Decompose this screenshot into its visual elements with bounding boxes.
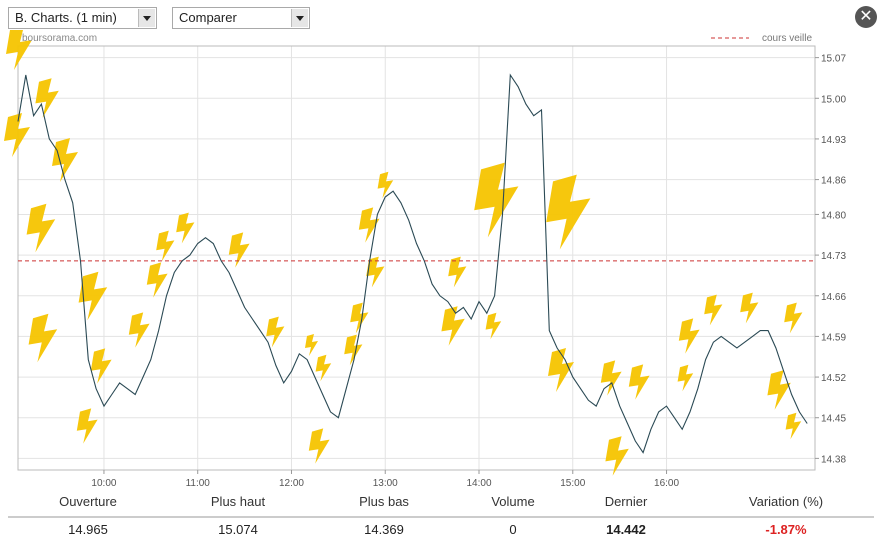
stat-label: Dernier	[604, 494, 648, 509]
x-tick-label: 11:00	[186, 478, 211, 489]
chevron-down-icon[interactable]	[138, 9, 155, 27]
x-tick-label: 12:00	[279, 478, 304, 489]
lightning-bolt-icon	[628, 364, 650, 400]
lightning-bolt-icon	[358, 207, 380, 243]
lightning-bolt-icon	[146, 262, 168, 298]
chevron-down-icon[interactable]	[291, 9, 308, 27]
lightning-bolt-icon	[228, 232, 250, 268]
x-tick-label: 16:00	[654, 478, 679, 489]
lightning-bolt-icon	[4, 113, 30, 157]
stats-labels-row: Ouverture Plus haut Plus bas Volume Dernier V…	[8, 494, 874, 516]
stat-value: 14.442	[606, 522, 646, 537]
lightning-bolt-icon	[366, 256, 385, 288]
y-tick-label: 15.07	[821, 54, 846, 65]
lightning-bolt-icon	[266, 316, 285, 348]
lightning-bolt-icon	[308, 428, 330, 464]
lightning-bolt-icon	[784, 302, 803, 334]
y-axis-ticks: 15.07 15.00 14.93 14.86 14.80 14.73 14.66 14.59…	[815, 54, 846, 465]
y-tick-label: 15.00	[821, 94, 846, 105]
stat-label: Ouverture	[59, 494, 117, 509]
lightning-bolt-icon	[678, 318, 700, 354]
lightning-bolt-icon	[76, 408, 98, 444]
lightning-bolt-icon	[78, 271, 108, 321]
lightning-bolt-icon	[546, 174, 591, 250]
lightning-bolt-icon	[350, 302, 369, 334]
lightning-bolt-icon	[605, 436, 629, 476]
x-tick-label: 15:00	[560, 478, 585, 489]
lightning-bolt-icon	[548, 348, 574, 392]
lightning-bolt-icon	[441, 306, 465, 346]
lightning-bolt-icon	[740, 292, 759, 324]
stat-label: Plus bas	[359, 494, 409, 509]
y-tick-label: 14.93	[821, 135, 846, 146]
stat-value: -1.87%	[765, 522, 807, 537]
lightning-bolt-icon	[156, 230, 175, 262]
lightning-bolt-icon	[26, 203, 56, 253]
y-tick-label: 14.52	[821, 373, 846, 384]
lightning-bolt-icon	[704, 294, 723, 326]
lightning-bolt-icon	[315, 354, 332, 382]
y-tick-label: 14.38	[821, 454, 846, 465]
y-tick-label: 14.45	[821, 414, 846, 425]
lightning-bolt-icon	[128, 312, 150, 348]
stat-value: 0	[509, 522, 517, 537]
stat-value: 15.074	[218, 522, 258, 537]
y-tick-label: 14.86	[821, 176, 846, 187]
chart-type-select-value: B. Charts. (1 min)	[15, 10, 117, 25]
legend-label: cours veille	[762, 33, 812, 44]
compare-select[interactable]: Comparer	[172, 7, 310, 29]
plot-frame	[17, 45, 816, 471]
lightning-bolt-icon	[6, 30, 32, 70]
stat-value: 14.965	[68, 522, 108, 537]
y-tick-label: 14.73	[821, 251, 846, 262]
lightning-bolt-icon	[600, 360, 622, 396]
stat-value: 14.369	[364, 522, 404, 537]
close-button[interactable]: ✕	[855, 6, 877, 28]
chart-type-select[interactable]: B. Charts. (1 min)	[8, 7, 157, 29]
stat-label: Volume	[491, 494, 535, 509]
lightning-bolt-icon	[305, 334, 318, 356]
y-tick-label: 14.66	[821, 292, 846, 303]
lightning-bolt-icon	[90, 348, 112, 384]
stats-values-row: 14.965 15.074 14.369 0 14.442 -1.87%	[8, 516, 874, 540]
lightning-bolt-icon	[677, 364, 694, 392]
x-tick-label: 13:00	[373, 478, 398, 489]
y-tick-label: 14.59	[821, 332, 846, 343]
lightning-bolt-icon	[176, 212, 195, 244]
chart-grid	[18, 46, 815, 470]
price-series-line	[17, 73, 808, 454]
x-axis-ticks: 10:00 11:00 12:00 13:00 14:00 15:00 16:00	[91, 470, 679, 489]
lightning-bolt-icon	[377, 171, 394, 199]
lightning-bolt-icon	[344, 334, 363, 366]
lightning-bolt-icon	[485, 312, 502, 340]
lightning-bolt-icon	[767, 370, 791, 410]
stats-table: Ouverture Plus haut Plus bas Volume Dernier V…	[8, 494, 874, 540]
x-tick-label: 10:00	[91, 478, 116, 489]
lightning-bolt-icon	[448, 256, 467, 288]
lightning-bolt-icon	[52, 138, 78, 182]
close-icon: ✕	[859, 8, 873, 25]
compare-select-value: Comparer	[179, 10, 237, 25]
y-tick-label: 14.80	[821, 210, 846, 221]
stat-label: Variation (%)	[748, 494, 824, 509]
lightning-bolt-icon	[785, 412, 802, 440]
lightning-bolt-icon	[28, 313, 58, 363]
x-tick-label: 14:00	[466, 478, 491, 489]
price-chart: 15.07 15.00 14.93 14.86 14.80 14.73 14.66 14.59…	[4, 30, 846, 489]
lightning-bolt-icon	[474, 162, 519, 238]
lightning-bolt-icon	[35, 78, 59, 118]
stat-label: Plus haut	[210, 494, 266, 509]
watermark: boursorama.com	[22, 33, 97, 44]
decoration-layer	[4, 30, 803, 476]
